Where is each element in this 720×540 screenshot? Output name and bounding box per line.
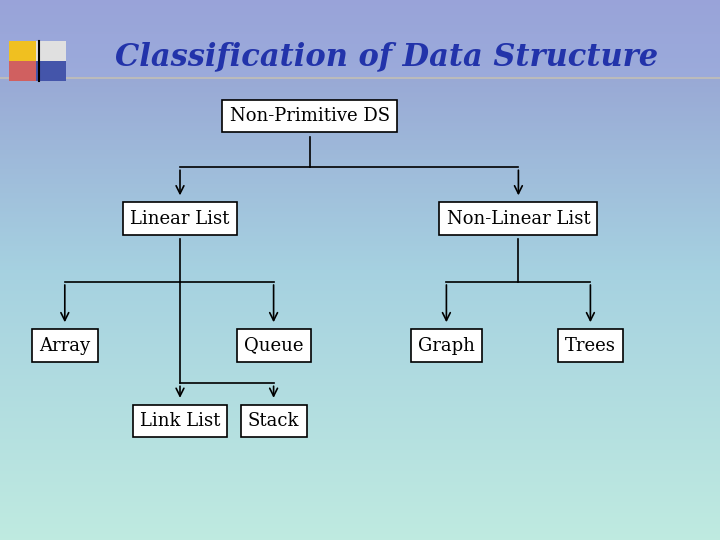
FancyBboxPatch shape [9, 60, 39, 81]
Text: Non-Linear List: Non-Linear List [446, 210, 590, 228]
Text: Classification of Data Structure: Classification of Data Structure [115, 41, 658, 72]
FancyBboxPatch shape [36, 60, 66, 81]
FancyBboxPatch shape [36, 40, 66, 63]
FancyBboxPatch shape [0, 0, 720, 78]
Text: Trees: Trees [565, 336, 616, 355]
FancyBboxPatch shape [9, 40, 39, 63]
Text: Linear List: Linear List [130, 210, 230, 228]
Text: Link List: Link List [140, 412, 220, 430]
Text: Array: Array [39, 336, 91, 355]
Text: Non-Primitive DS: Non-Primitive DS [230, 107, 390, 125]
Text: Stack: Stack [248, 412, 300, 430]
Text: Graph: Graph [418, 336, 474, 355]
Text: Queue: Queue [244, 336, 303, 355]
